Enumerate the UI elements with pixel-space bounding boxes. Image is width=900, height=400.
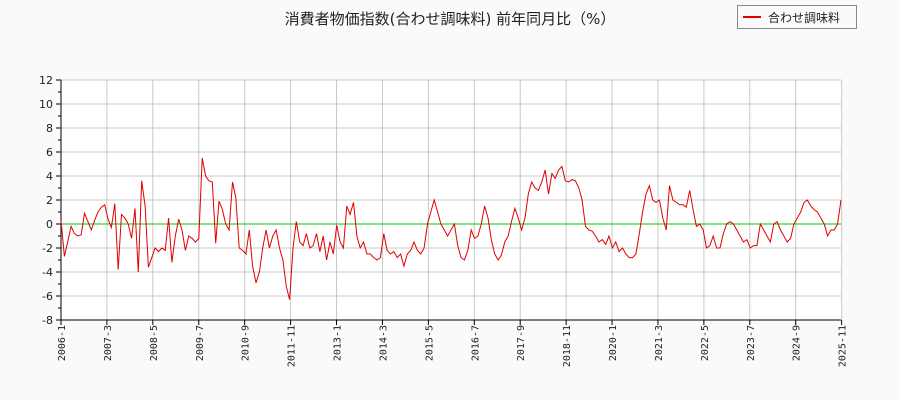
svg-text:2008-5: 2008-5 <box>149 325 160 361</box>
svg-text:2009-7: 2009-7 <box>195 325 206 361</box>
svg-text:-6: -6 <box>42 290 53 303</box>
legend-label: 合わせ調味料 <box>768 11 841 25</box>
series-line <box>60 157 842 300</box>
svg-text:2011-11: 2011-11 <box>287 325 298 367</box>
svg-text:2014-3: 2014-3 <box>378 325 389 361</box>
svg-text:2007-3: 2007-3 <box>103 325 114 361</box>
svg-text:8: 8 <box>46 122 53 135</box>
svg-text:-8: -8 <box>42 314 53 327</box>
x-axis: 2006-1 2007-3 2008-5 2009-7 2010-9 2011-11 201… <box>57 319 849 367</box>
svg-text:2021-3: 2021-3 <box>654 325 665 361</box>
svg-text:12: 12 <box>39 74 53 87</box>
svg-text:2017-9: 2017-9 <box>516 325 527 361</box>
svg-text:2016-7: 2016-7 <box>470 325 481 361</box>
svg-text:2015-5: 2015-5 <box>424 325 435 361</box>
chart-title: 消費者物価指数(合わせ調味料) 前年同月比（%） <box>284 10 616 28</box>
svg-text:2025-11: 2025-11 <box>838 325 849 367</box>
svg-text:6: 6 <box>46 146 53 159</box>
legend-swatch-icon <box>743 16 761 18</box>
svg-text:-4: -4 <box>42 266 53 279</box>
svg-text:2020-1: 2020-1 <box>608 325 619 361</box>
svg-text:2023-7: 2023-7 <box>746 325 757 361</box>
svg-text:2010-9: 2010-9 <box>241 325 252 361</box>
svg-text:0: 0 <box>46 218 53 231</box>
svg-text:4: 4 <box>46 170 53 183</box>
svg-text:2013-1: 2013-1 <box>333 325 344 361</box>
svg-text:2006-1: 2006-1 <box>57 325 68 361</box>
svg-text:2024-9: 2024-9 <box>792 325 803 361</box>
y-axis: -8 -6 -4 -2 0 2 4 6 8 10 12 <box>39 74 62 327</box>
svg-text:10: 10 <box>39 98 53 111</box>
svg-text:-2: -2 <box>42 242 53 255</box>
svg-text:2: 2 <box>46 194 53 207</box>
legend: 合わせ調味料 <box>737 5 857 29</box>
svg-text:2022-5: 2022-5 <box>700 325 711 361</box>
grid-lines <box>61 79 843 320</box>
svg-text:2018-11: 2018-11 <box>562 325 573 367</box>
